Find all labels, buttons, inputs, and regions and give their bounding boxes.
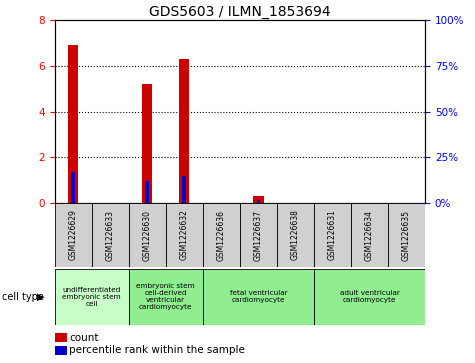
Text: GSM1226636: GSM1226636 — [217, 209, 226, 261]
Bar — [129, 269, 203, 325]
Text: GSM1226629: GSM1226629 — [69, 209, 77, 261]
Text: undifferentiated
embryonic stem
cell: undifferentiated embryonic stem cell — [62, 287, 121, 307]
Text: count: count — [69, 333, 98, 343]
Bar — [68, 45, 78, 203]
Text: GSM1226634: GSM1226634 — [365, 209, 374, 261]
Bar — [253, 196, 264, 203]
Bar — [129, 203, 166, 267]
Bar — [179, 59, 190, 203]
Text: adult ventricular
cardiomyocyte: adult ventricular cardiomyocyte — [340, 290, 399, 303]
Text: GSM1226638: GSM1226638 — [291, 209, 300, 261]
Bar — [55, 203, 92, 267]
Bar — [71, 172, 75, 203]
Text: embryonic stem
cell-derived
ventricular
cardiomyocyte: embryonic stem cell-derived ventricular … — [136, 283, 195, 310]
Text: GSM1226631: GSM1226631 — [328, 209, 337, 261]
Bar — [145, 181, 149, 203]
Bar — [256, 200, 260, 203]
Bar — [55, 269, 129, 325]
Text: ▶: ▶ — [37, 292, 45, 302]
Title: GDS5603 / ILMN_1853694: GDS5603 / ILMN_1853694 — [149, 5, 331, 19]
Bar — [166, 203, 203, 267]
Bar — [240, 203, 277, 267]
Text: GSM1226637: GSM1226637 — [254, 209, 263, 261]
Bar — [182, 176, 186, 203]
Bar — [314, 269, 425, 325]
Text: percentile rank within the sample: percentile rank within the sample — [69, 345, 245, 355]
Bar — [314, 203, 351, 267]
Text: cell type: cell type — [2, 292, 44, 302]
Bar — [142, 84, 152, 203]
Bar — [92, 203, 129, 267]
Text: GSM1226630: GSM1226630 — [143, 209, 152, 261]
Bar — [277, 203, 314, 267]
Text: GSM1226632: GSM1226632 — [180, 209, 189, 261]
Bar — [203, 203, 240, 267]
Bar — [388, 203, 425, 267]
Bar — [203, 269, 314, 325]
Bar — [351, 203, 388, 267]
Text: GSM1226635: GSM1226635 — [402, 209, 411, 261]
Text: fetal ventricular
cardiomyocyte: fetal ventricular cardiomyocyte — [229, 290, 287, 303]
Text: GSM1226633: GSM1226633 — [106, 209, 114, 261]
